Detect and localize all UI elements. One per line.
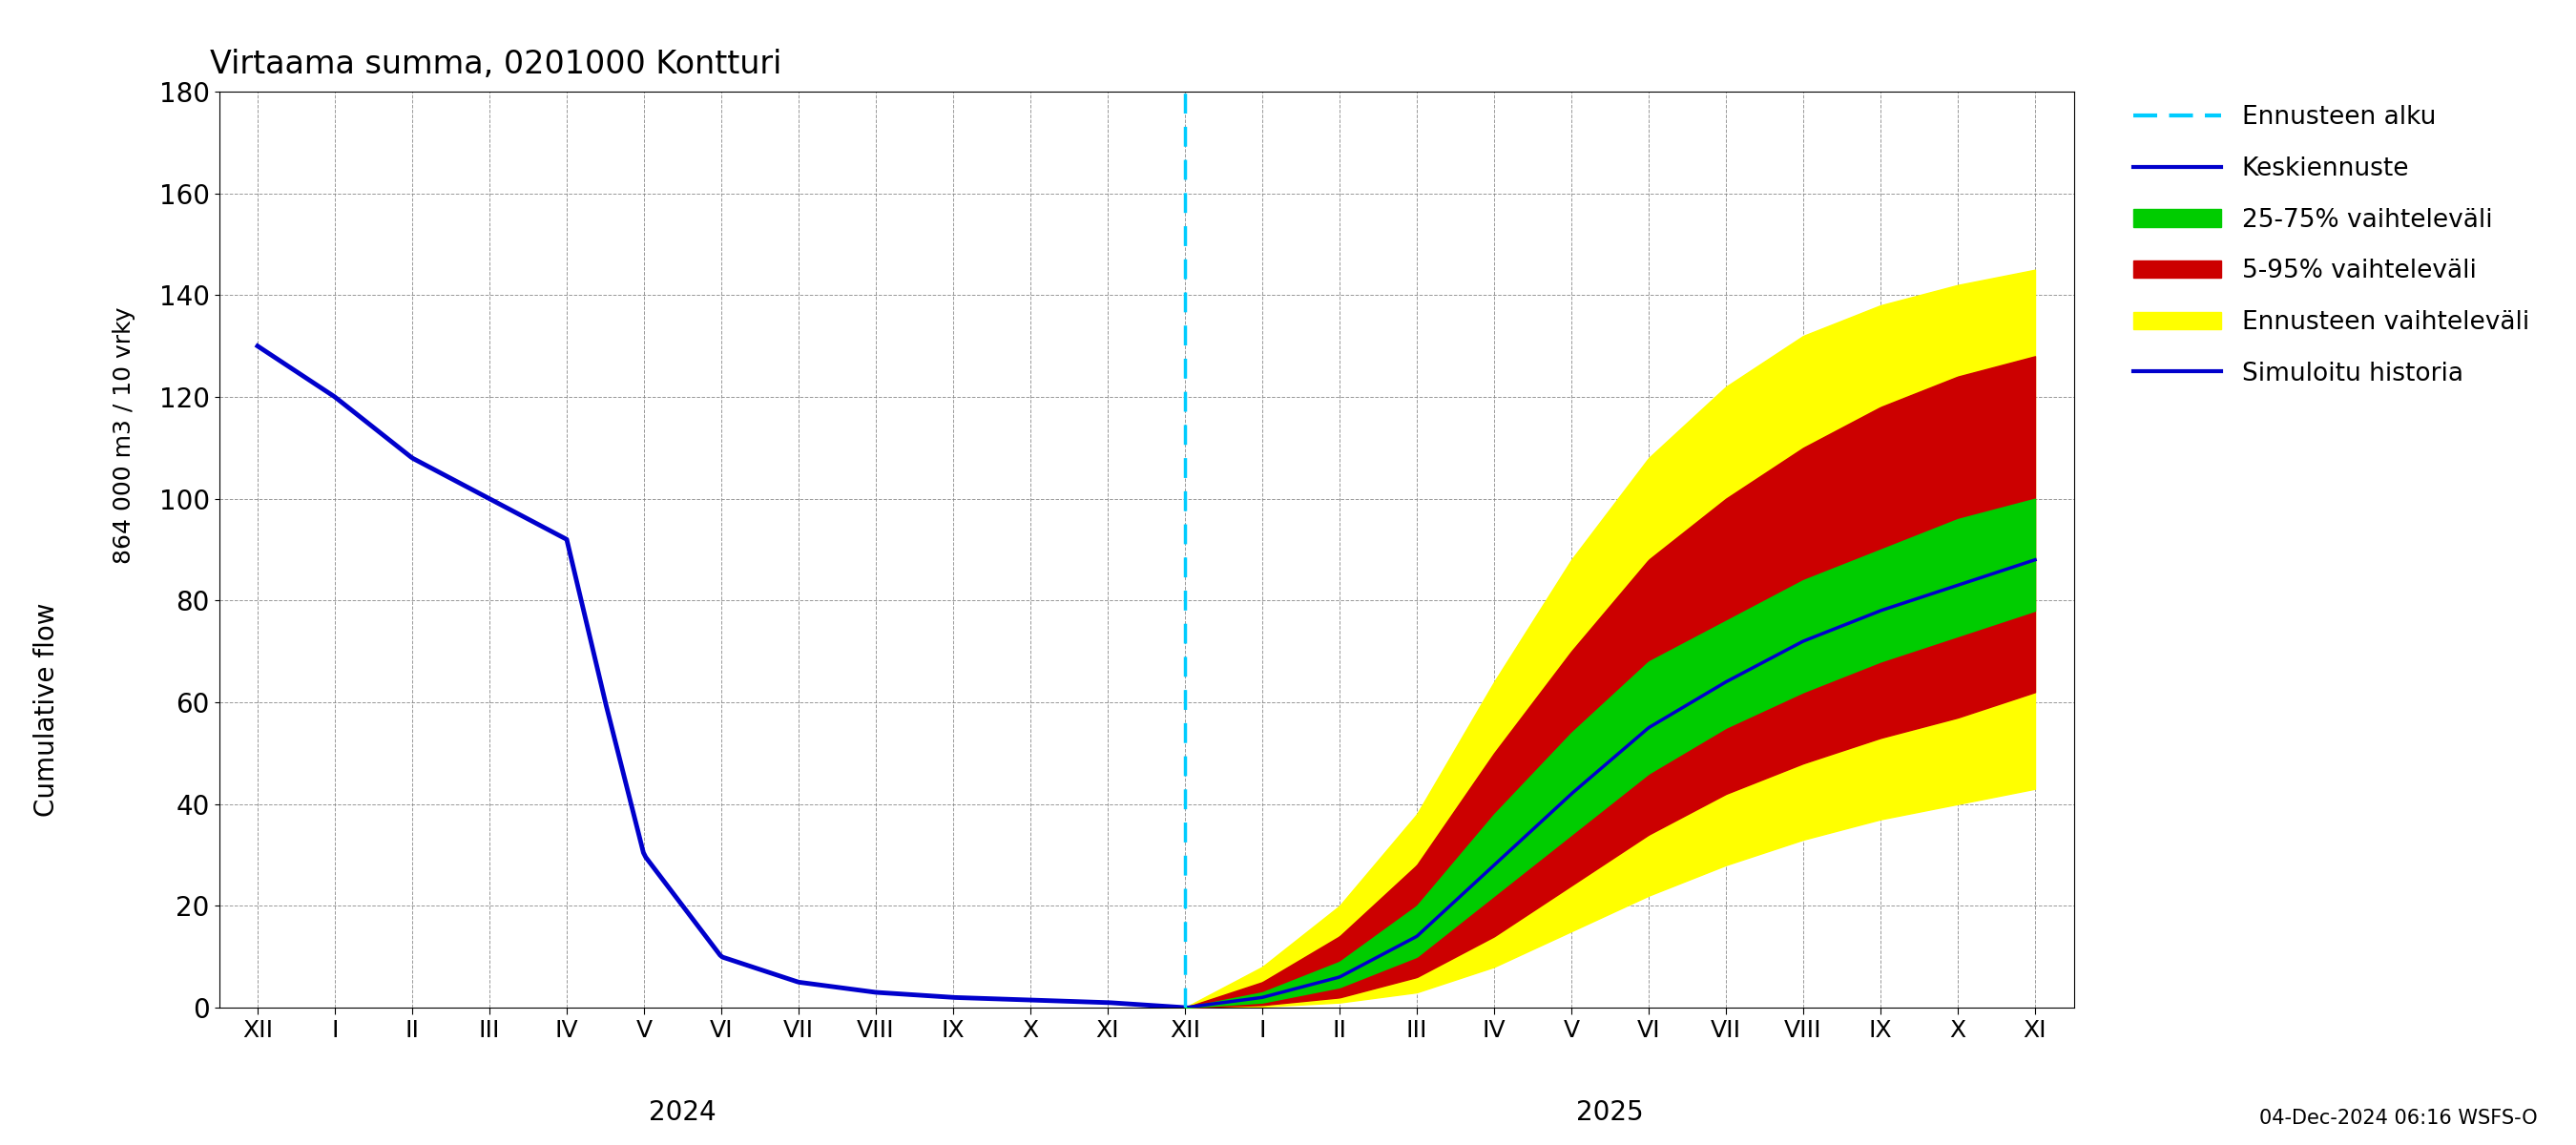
Text: Cumulative flow: Cumulative flow — [33, 602, 59, 818]
Text: 864 000 m3 / 10 vrky: 864 000 m3 / 10 vrky — [113, 307, 134, 563]
Text: Virtaama summa, 0201000 Kontturi: Virtaama summa, 0201000 Kontturi — [209, 48, 781, 80]
Text: 04-Dec-2024 06:16 WSFS-O: 04-Dec-2024 06:16 WSFS-O — [2259, 1108, 2537, 1128]
Text: 2024: 2024 — [649, 1099, 716, 1126]
Legend: Ennusteen alku, Keskiennuste, 25-75% vaihteleväli, 5-95% vaihteleväli, Ennusteen: Ennusteen alku, Keskiennuste, 25-75% vai… — [2123, 95, 2540, 396]
Text: 2025: 2025 — [1577, 1099, 1643, 1126]
